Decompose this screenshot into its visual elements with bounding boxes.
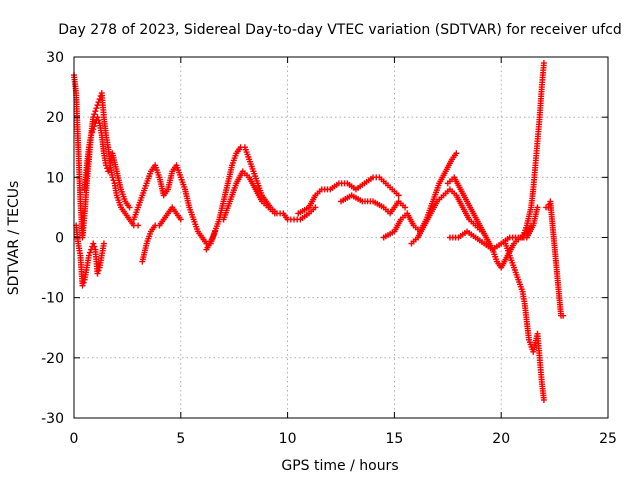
y-tick-label: -30 bbox=[41, 411, 64, 427]
data-point bbox=[402, 204, 409, 211]
series-arc-2 bbox=[73, 222, 107, 289]
x-axis-label: GPS time / hours bbox=[281, 458, 398, 474]
data-point bbox=[110, 177, 117, 184]
data-point bbox=[89, 129, 96, 136]
data-point bbox=[85, 252, 92, 259]
x-tick-label: 20 bbox=[492, 431, 510, 447]
data-point bbox=[88, 132, 95, 139]
data-point bbox=[106, 165, 113, 172]
data-point bbox=[312, 204, 319, 211]
data-point bbox=[135, 222, 142, 229]
series-arc-7 bbox=[220, 168, 278, 223]
data-point bbox=[80, 279, 87, 286]
data-point bbox=[91, 123, 98, 130]
series-arc-6 bbox=[203, 144, 319, 253]
x-tick-label: 15 bbox=[385, 431, 403, 447]
series-arc-10 bbox=[380, 150, 460, 241]
series-arc-15 bbox=[519, 60, 547, 241]
y-axis-label: SDTVAR / TECUs bbox=[6, 181, 22, 296]
y-tick-label: 20 bbox=[46, 110, 64, 126]
y-tick-labels: -30 -20 -10 0 10 20 30 bbox=[41, 50, 64, 427]
data-point bbox=[560, 312, 567, 319]
data-point bbox=[453, 150, 460, 157]
series-arc-1 bbox=[71, 72, 142, 241]
data-point bbox=[109, 174, 116, 181]
data-point bbox=[94, 114, 101, 121]
data-point bbox=[100, 240, 107, 247]
y-tick-label: -10 bbox=[41, 291, 64, 307]
series-arc-12 bbox=[444, 174, 535, 271]
series-arc-9 bbox=[338, 192, 409, 217]
data-point bbox=[534, 204, 541, 211]
series-arc-11 bbox=[408, 186, 485, 247]
data-point bbox=[126, 204, 133, 211]
series-arc-3 bbox=[81, 114, 133, 211]
series-arc-4 bbox=[130, 162, 218, 247]
data-point bbox=[94, 102, 101, 109]
data-point bbox=[90, 126, 97, 133]
data-point bbox=[105, 168, 112, 175]
y-tick-label: 30 bbox=[46, 50, 64, 66]
data-point bbox=[271, 210, 278, 217]
series-arc-5 bbox=[139, 204, 184, 265]
data-point bbox=[95, 267, 102, 274]
x-tick-label: 25 bbox=[599, 431, 617, 447]
grid-lines bbox=[74, 57, 608, 418]
data-markers bbox=[71, 60, 567, 403]
data-point bbox=[91, 111, 98, 118]
data-point bbox=[79, 282, 86, 289]
x-tick-label: 10 bbox=[279, 431, 297, 447]
data-point bbox=[90, 240, 97, 247]
axis-ticks bbox=[73, 56, 609, 419]
y-tick-label: 10 bbox=[46, 170, 64, 186]
data-point bbox=[92, 108, 99, 115]
x-tick-labels: 0 5 10 15 20 25 bbox=[70, 431, 617, 447]
data-point bbox=[91, 243, 98, 250]
x-tick-label: 0 bbox=[70, 431, 79, 447]
chart-title: Day 278 of 2023, Sidereal Day-to-day VTE… bbox=[58, 22, 622, 38]
data-point bbox=[95, 117, 102, 124]
series-arc-14 bbox=[502, 240, 547, 403]
y-tick-label: 0 bbox=[55, 231, 64, 247]
data-point bbox=[540, 60, 547, 67]
data-point bbox=[177, 216, 184, 223]
series-arc-8 bbox=[295, 174, 402, 217]
y-tick-label: -20 bbox=[41, 351, 64, 367]
x-tick-label: 5 bbox=[176, 431, 185, 447]
series-arc-16 bbox=[543, 198, 567, 319]
data-point bbox=[94, 270, 101, 277]
data-point bbox=[93, 105, 100, 112]
data-point bbox=[87, 249, 94, 256]
data-point bbox=[540, 396, 547, 403]
data-point bbox=[395, 192, 402, 199]
